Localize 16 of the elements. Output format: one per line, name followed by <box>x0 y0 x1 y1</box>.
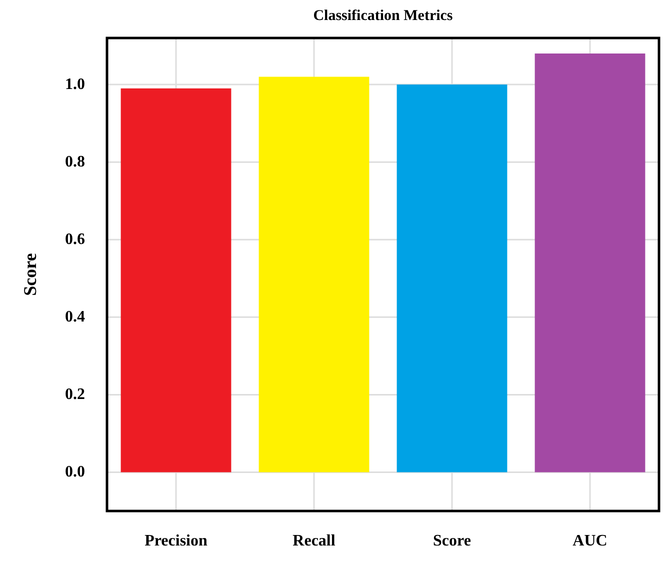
bar <box>258 76 370 472</box>
x-tick-label: Precision <box>144 532 208 550</box>
y-tick-label: 0.4 <box>65 308 85 326</box>
y-axis-title: Score <box>20 253 40 296</box>
y-tick-label: 1.0 <box>65 76 85 94</box>
x-tick-label: Recall <box>292 532 336 550</box>
y-tick-label: 0.8 <box>65 154 85 171</box>
x-tick-label: Score <box>433 532 471 550</box>
y-tick-label: 0.0 <box>65 464 85 481</box>
y-tick-label: 0.2 <box>65 386 85 404</box>
x-tick-label: AUC <box>572 532 608 550</box>
chart-title: Classification Metrics <box>313 8 453 24</box>
bar <box>396 84 508 472</box>
y-tick-label: 0.6 <box>65 231 85 248</box>
bar <box>120 88 232 472</box>
bar <box>534 54 646 472</box>
